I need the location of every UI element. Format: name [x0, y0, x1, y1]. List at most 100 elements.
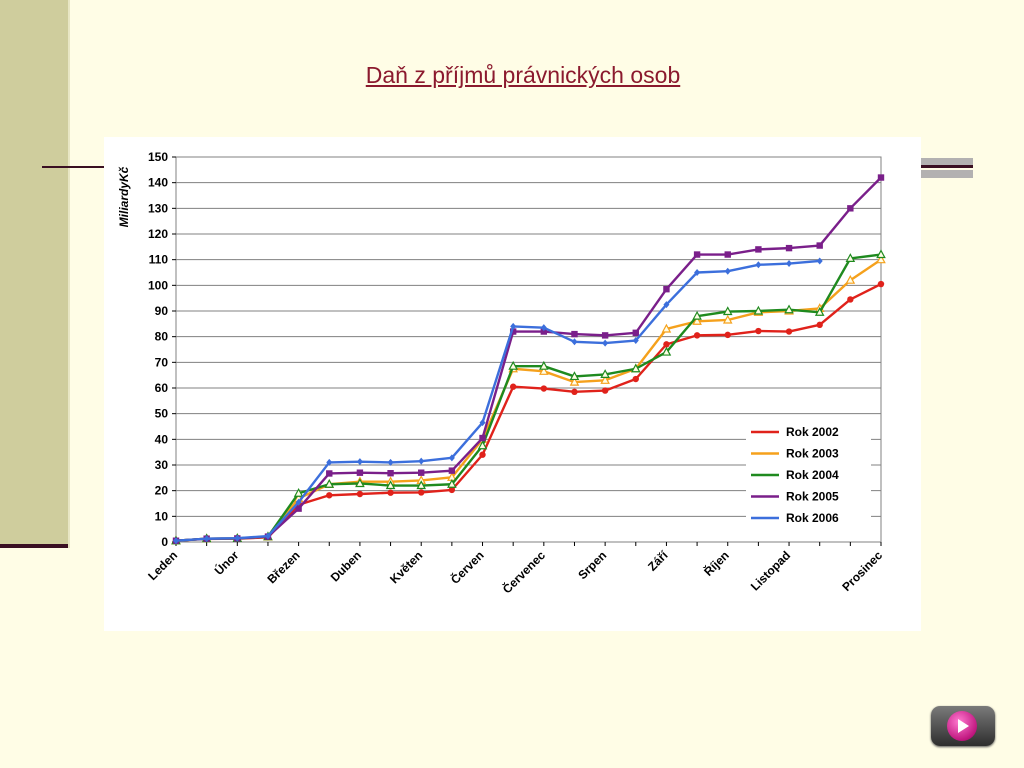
- sidebar-edge: [68, 0, 70, 548]
- data-point: [722, 314, 733, 324]
- series-line: [175, 282, 882, 542]
- data-point: [602, 339, 609, 347]
- y-tick-label: 50: [155, 407, 169, 421]
- data-point: [479, 434, 486, 442]
- x-tick-label: Leden: [145, 548, 180, 583]
- data-point: [173, 537, 179, 545]
- data-point: [816, 242, 823, 249]
- legend-label: Rok 2006: [786, 511, 839, 525]
- data-point: [816, 321, 823, 329]
- data-point: [477, 440, 488, 450]
- data-point: [355, 478, 365, 488]
- data-point: [661, 346, 672, 356]
- data-point: [786, 260, 793, 268]
- play-button[interactable]: [931, 706, 995, 746]
- data-point: [845, 274, 856, 284]
- data-point: [387, 458, 394, 466]
- data-point: [845, 253, 856, 262]
- data-point: [416, 480, 427, 490]
- data-point: [814, 307, 825, 316]
- y-tick-label: 40: [155, 432, 169, 446]
- data-point: [479, 451, 486, 458]
- x-tick-label: Srpen: [575, 548, 609, 582]
- data-point: [632, 329, 639, 337]
- line-chart: 0 10 20 30 40 50 60 70 80 90 100 110 120 130 140 150 Led…: [117, 150, 886, 596]
- data-point: [632, 375, 639, 383]
- x-tick-label: Červenec: [499, 547, 548, 596]
- data-point: [571, 330, 578, 338]
- data-point: [356, 469, 364, 476]
- data-point: [510, 322, 517, 330]
- data-point: [509, 328, 517, 335]
- data-point: [877, 174, 885, 181]
- y-tick-label: 90: [155, 304, 169, 318]
- data-point: [356, 490, 364, 498]
- y-tick-label: 120: [148, 227, 168, 241]
- data-point: [540, 385, 548, 392]
- data-point: [785, 328, 793, 335]
- data-point: [326, 492, 333, 499]
- data-point: [601, 387, 609, 394]
- data-point: [600, 375, 610, 384]
- data-point: [264, 532, 271, 540]
- y-tick-label: 60: [155, 381, 169, 395]
- decorative-rule-right-middle: [905, 165, 973, 168]
- y-tick-label: 0: [161, 535, 168, 549]
- legend-label: Rok 2002: [786, 425, 839, 439]
- data-point: [234, 534, 241, 542]
- data-point: [387, 470, 394, 477]
- data-point: [295, 498, 302, 506]
- data-point: [324, 478, 335, 488]
- data-point: [600, 369, 610, 378]
- y-tick-label: 100: [148, 278, 168, 292]
- y-tick-label: 20: [155, 484, 169, 498]
- data-point: [539, 366, 549, 375]
- data-point: [571, 388, 578, 396]
- data-point: [448, 467, 456, 474]
- data-point: [847, 205, 854, 212]
- x-tick-label: Duben: [328, 548, 364, 584]
- data-point: [387, 489, 394, 496]
- data-point: [876, 254, 886, 264]
- legend-label: Rok 2003: [786, 447, 839, 461]
- data-point: [418, 457, 425, 465]
- data-point: [418, 469, 425, 476]
- data-point: [876, 249, 886, 259]
- data-point: [847, 296, 854, 303]
- data-point: [571, 338, 578, 346]
- data-point: [663, 301, 670, 309]
- data-point: [785, 244, 793, 252]
- data-point: [663, 285, 670, 293]
- slide-title[interactable]: Daň z příjmů právnických osob: [365, 62, 681, 88]
- y-tick-label: 140: [148, 176, 168, 190]
- x-tick-label: Září: [645, 548, 671, 574]
- y-tick-label: 70: [155, 355, 169, 369]
- data-point: [601, 332, 609, 339]
- y-tick-label: 130: [148, 201, 168, 215]
- series-line: [175, 253, 882, 542]
- data-point: [508, 360, 518, 370]
- sidebar-underline: [0, 544, 68, 548]
- data-point: [724, 251, 731, 258]
- decorative-rule-right-top: [905, 158, 973, 165]
- sidebar-decoration: [0, 0, 68, 545]
- data-point: [724, 331, 731, 339]
- data-point: [356, 458, 363, 466]
- legend-label: Rok 2004: [786, 468, 839, 482]
- data-point: [877, 280, 885, 288]
- x-tick-label: Listopad: [748, 548, 793, 593]
- series-line: [175, 259, 820, 542]
- series-line: [175, 176, 882, 542]
- data-point: [724, 267, 731, 275]
- data-point: [418, 489, 425, 496]
- data-point: [540, 328, 548, 335]
- series-line: [175, 258, 882, 542]
- data-point: [326, 458, 333, 466]
- data-point: [816, 257, 823, 265]
- data-point: [694, 269, 701, 276]
- data-point: [509, 383, 517, 390]
- data-point: [293, 487, 304, 497]
- data-point: [448, 486, 456, 494]
- data-point: [692, 316, 702, 325]
- play-triangle: [958, 719, 969, 733]
